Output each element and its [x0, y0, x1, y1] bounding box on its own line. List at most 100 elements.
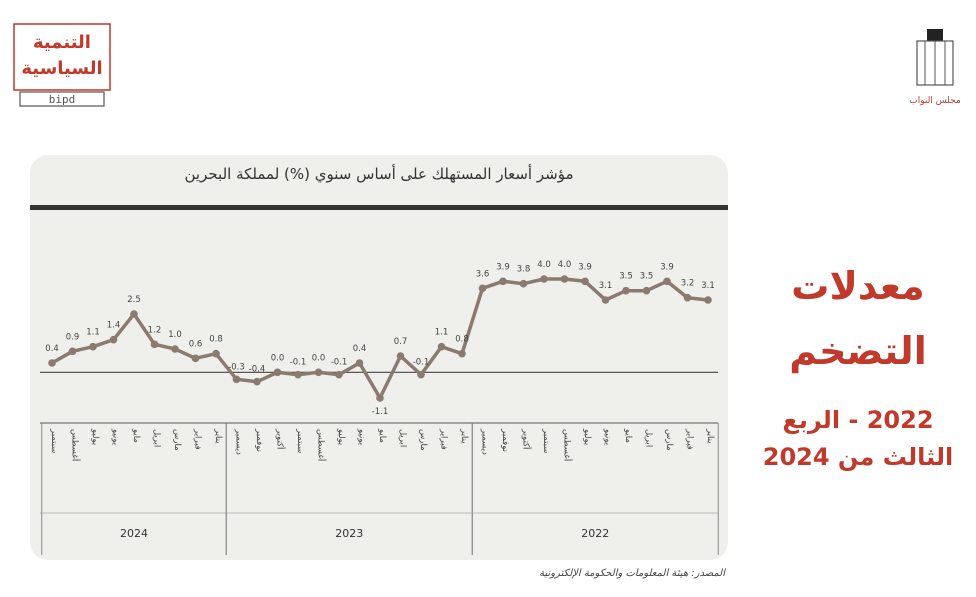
series-line — [51, 277, 709, 400]
year-label: 2023 — [335, 527, 363, 540]
data-point — [335, 370, 343, 379]
data-label: 3.1 — [701, 281, 715, 291]
data-point — [683, 293, 692, 302]
data-point — [89, 342, 97, 351]
data-label: 0.8 — [455, 335, 469, 345]
x-tick-label: يوليو — [90, 428, 100, 446]
data-point — [109, 335, 118, 344]
data-label: -1.1 — [372, 407, 389, 417]
year-label: 2022 — [581, 527, 609, 540]
chart-plot: 3.1 3.2 3.9 3.5 3.5 3.1 3.9 4.0 4.0 3.8 3.9 3.6 0.8 1… — [30, 205, 728, 555]
x-tick-label: أغسطس — [562, 429, 574, 461]
inflation-chart: مؤشر أسعار المستهلك على أساس سنوي (%) لم… — [30, 155, 728, 560]
x-tick-label: يونيو — [357, 428, 367, 446]
x-tick-label: مايو — [377, 428, 387, 443]
data-point — [396, 352, 405, 360]
data-label: -0.3 — [228, 362, 245, 372]
data-point — [355, 359, 364, 367]
x-tick-label: ابريل — [644, 429, 654, 447]
data-point — [294, 370, 302, 379]
data-point — [314, 368, 323, 377]
data-label: 1.0 — [168, 330, 182, 340]
x-tick-label: مايو — [131, 428, 141, 443]
data-point — [499, 277, 507, 286]
data-label: 3.9 — [578, 262, 592, 272]
data-label: 0.6 — [189, 339, 203, 349]
x-tick-label: أغسطس — [70, 429, 82, 461]
data-point — [417, 370, 425, 379]
data-label: 3.9 — [660, 262, 674, 272]
data-point — [458, 349, 466, 358]
logo-right-text: مجلس النواب — [909, 96, 961, 106]
data-label: 3.5 — [640, 272, 654, 282]
x-tick-label: ابريل — [152, 429, 162, 447]
data-label: 1.4 — [107, 321, 121, 331]
x-tick-label: أكتوبر — [275, 428, 287, 449]
data-label: -0.1 — [290, 358, 307, 368]
data-label: 4.0 — [537, 260, 551, 270]
data-label: 0.0 — [312, 353, 326, 363]
data-label: 1.1 — [435, 328, 449, 338]
x-tick-label: مايو — [623, 428, 633, 443]
data-label: 0.7 — [394, 337, 408, 347]
data-point — [663, 277, 671, 286]
data-label: 3.2 — [681, 279, 695, 289]
logo-left-mark: bipd — [49, 93, 76, 106]
data-label: -0.1 — [331, 358, 348, 368]
data-label: 3.6 — [476, 269, 490, 279]
data-label: 0.4 — [353, 344, 367, 354]
x-tick-label: يناير — [459, 428, 469, 444]
x-tick-label: أكتوبر — [521, 428, 533, 449]
data-label: 0.4 — [45, 344, 59, 354]
data-point — [273, 368, 282, 377]
side-title-line-3: 2022 - الربع — [782, 406, 934, 434]
data-point — [581, 277, 589, 286]
data-point — [519, 279, 528, 288]
data-label: 3.8 — [517, 265, 531, 275]
logo-left-text-2: السياسية — [21, 58, 102, 79]
x-tick-label: يونيو — [603, 428, 613, 446]
data-point — [232, 375, 241, 384]
data-label: 0.8 — [209, 335, 223, 345]
data-point — [704, 296, 712, 304]
data-label: -0.1 — [413, 358, 430, 368]
year-label: 2024 — [120, 527, 148, 540]
x-tick-label: ابريل — [398, 429, 408, 447]
data-point — [130, 310, 138, 318]
side-title-line-2: التضخم — [789, 329, 927, 373]
data-label: 0.9 — [66, 332, 80, 342]
data-point — [622, 286, 630, 295]
data-point — [437, 342, 446, 351]
data-point — [601, 296, 610, 304]
x-tick-label: ديسمبر — [234, 428, 244, 455]
x-tick-label: سبتمبر — [295, 428, 305, 453]
data-label: 2.5 — [127, 295, 141, 305]
x-tick-label: فبراير — [193, 428, 203, 450]
data-point — [48, 359, 56, 367]
data-point — [376, 394, 384, 402]
source-note: المصدر: هيئة المعلومات والحكومة الإلكترو… — [539, 568, 725, 579]
x-tick-label: مارس — [664, 429, 674, 451]
data-label: 1.2 — [148, 325, 162, 335]
x-tick-label: يوليو — [582, 428, 592, 446]
data-label: 3.9 — [496, 262, 510, 272]
x-tick-label: يوليو — [336, 428, 346, 446]
chart-title: مؤشر أسعار المستهلك على أساس سنوي (%) لم… — [184, 165, 574, 183]
data-label: -0.4 — [249, 365, 266, 375]
data-point — [642, 286, 651, 295]
data-point — [171, 345, 179, 353]
x-tick-label: مارس — [172, 429, 182, 451]
parliament-logo: مجلس النواب — [909, 29, 961, 106]
x-tick-label: يناير — [213, 428, 223, 444]
data-point — [478, 284, 487, 293]
data-point — [191, 354, 200, 363]
data-point — [253, 377, 261, 386]
logo-left-text-1: التنمية — [33, 32, 91, 53]
x-tick-label: فبراير — [439, 428, 449, 450]
x-tick-label: نوفمبر — [254, 428, 264, 452]
data-point — [560, 275, 569, 283]
data-label: 0.0 — [271, 353, 285, 363]
x-tick-label: يونيو — [111, 428, 121, 446]
data-point — [150, 340, 159, 349]
x-tick-label: نوفمبر — [500, 428, 510, 452]
